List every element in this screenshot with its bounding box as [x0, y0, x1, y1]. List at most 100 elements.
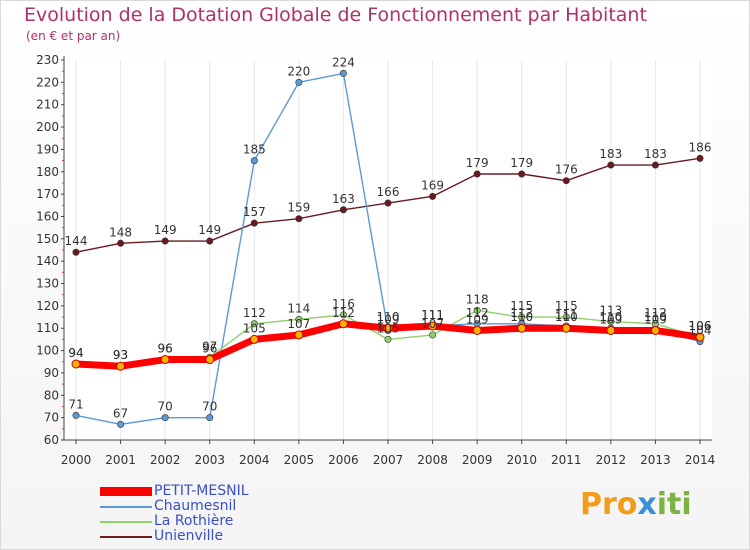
- data-label: 159: [287, 201, 310, 215]
- data-point: [295, 78, 303, 86]
- data-label: 115: [555, 299, 578, 313]
- data-point: [161, 414, 169, 422]
- data-point: [518, 170, 526, 178]
- data-point: [650, 325, 660, 335]
- data-point: [383, 323, 393, 333]
- data-label: 94: [68, 346, 83, 360]
- data-label: 114: [287, 301, 310, 315]
- data-label: 107: [287, 317, 310, 331]
- data-label: 93: [113, 348, 128, 362]
- legend-item: Chaumesnil: [100, 499, 249, 514]
- x-tick-label: 2003: [194, 453, 225, 467]
- data-point: [651, 161, 659, 169]
- data-point: [473, 170, 481, 178]
- legend-swatch: [100, 487, 152, 496]
- data-label: 106: [689, 319, 712, 333]
- legend-swatch: [100, 505, 152, 508]
- data-point: [339, 206, 347, 214]
- data-point: [517, 323, 527, 333]
- data-label: 96: [158, 342, 173, 356]
- data-label: 109: [599, 312, 622, 326]
- data-label: 148: [109, 225, 132, 239]
- data-point: [428, 321, 438, 331]
- data-point: [562, 177, 570, 185]
- data-label: 70: [158, 400, 173, 414]
- data-point: [205, 355, 215, 365]
- chart-subtitle: (en € et par an): [26, 29, 121, 43]
- data-point: [607, 161, 615, 169]
- data-point: [295, 215, 303, 223]
- y-tick-label: 220: [36, 75, 59, 89]
- data-point: [338, 319, 348, 329]
- data-label: 109: [466, 312, 489, 326]
- y-tick-label: 120: [36, 299, 59, 313]
- x-tick-label: 2008: [417, 453, 448, 467]
- data-point: [72, 411, 80, 419]
- data-label: 157: [243, 205, 266, 219]
- data-label: 185: [243, 143, 266, 157]
- data-label: 116: [332, 297, 355, 311]
- data-point: [294, 330, 304, 340]
- data-label: 112: [332, 306, 355, 320]
- data-point: [562, 313, 570, 321]
- data-label: 110: [377, 310, 400, 324]
- data-point: [607, 318, 615, 326]
- data-point: [71, 359, 81, 369]
- x-tick-label: 2009: [462, 453, 493, 467]
- chart-title: Evolution de la Dotation Globale de Fonc…: [24, 4, 647, 26]
- legend-label: La Rothière: [154, 513, 234, 529]
- data-label: 183: [599, 147, 622, 161]
- data-label: 67: [113, 406, 128, 420]
- data-point: [384, 199, 392, 207]
- x-tick-label: 2013: [640, 453, 671, 467]
- data-point: [206, 414, 214, 422]
- data-label: 224: [332, 55, 355, 69]
- data-label: 115: [510, 299, 533, 313]
- data-point: [518, 313, 526, 321]
- data-point: [250, 157, 258, 165]
- legend-item: La Rothière: [100, 514, 249, 529]
- data-label: 110: [555, 310, 578, 324]
- x-tick-label: 2005: [284, 453, 315, 467]
- x-tick-label: 2002: [150, 453, 181, 467]
- y-tick-label: 70: [44, 411, 59, 425]
- data-label: 96: [202, 342, 217, 356]
- data-label: 111: [421, 308, 444, 322]
- x-tick-label: 2007: [373, 453, 404, 467]
- data-label: 183: [644, 147, 667, 161]
- data-point: [250, 219, 258, 227]
- data-label: 71: [68, 397, 83, 411]
- x-tick-label: 2010: [506, 453, 537, 467]
- data-point: [384, 335, 392, 343]
- data-label: 110: [599, 310, 622, 324]
- legend-swatch: [100, 520, 152, 523]
- data-label: 70: [202, 400, 217, 414]
- y-tick-label: 150: [36, 232, 59, 246]
- x-tick-label: 2004: [239, 453, 270, 467]
- legend-label: PETIT-MESNIL: [154, 483, 249, 499]
- data-label: 220: [287, 64, 310, 78]
- y-tick-label: 180: [36, 165, 59, 179]
- data-label: 113: [599, 304, 622, 318]
- data-label: 169: [421, 178, 444, 192]
- y-tick-label: 80: [44, 388, 59, 402]
- data-label: 179: [466, 156, 489, 170]
- y-tick-label: 210: [36, 98, 59, 112]
- x-tick-label: 2001: [105, 453, 136, 467]
- x-tick-label: 2000: [61, 453, 92, 467]
- x-tick-label: 2006: [328, 453, 359, 467]
- data-point: [473, 306, 481, 314]
- data-label: 149: [154, 223, 177, 237]
- data-label: 97: [202, 339, 217, 353]
- data-point: [429, 331, 437, 339]
- data-label: 144: [65, 234, 88, 248]
- data-point: [339, 311, 347, 319]
- x-tick-label: 2011: [551, 453, 582, 467]
- data-label: 111: [421, 308, 444, 322]
- legend-item: PETIT-MESNIL: [100, 484, 249, 499]
- data-label: 112: [644, 306, 667, 320]
- data-point: [206, 237, 214, 245]
- data-point: [561, 323, 571, 333]
- data-point: [117, 239, 125, 247]
